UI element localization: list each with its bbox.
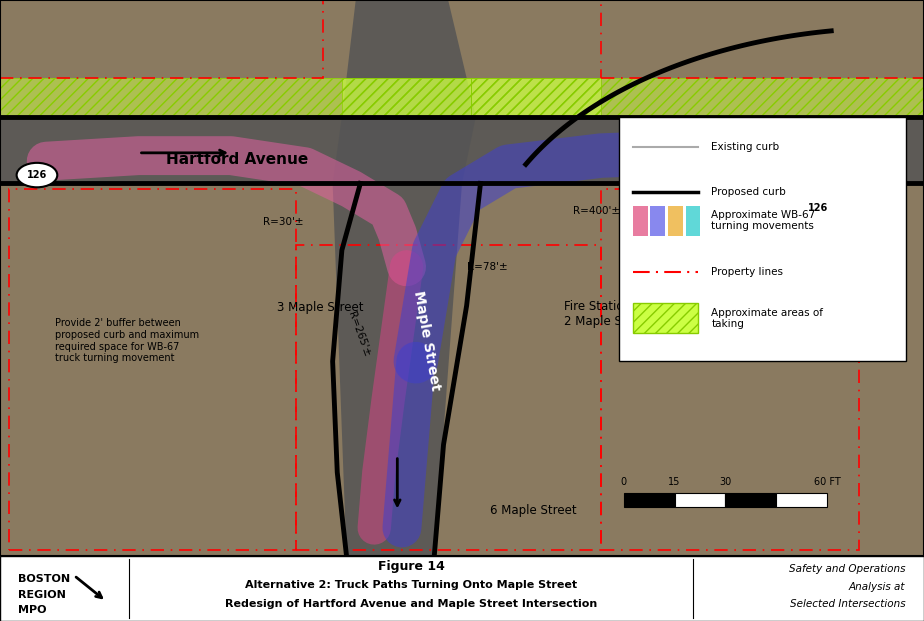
Text: 0: 0 [621, 477, 626, 487]
Text: Property lines: Property lines [711, 267, 784, 277]
Text: 126: 126 [27, 170, 47, 180]
Text: Analysis at: Analysis at [849, 582, 906, 592]
Text: 30: 30 [719, 477, 732, 487]
Text: Hartford Avenue: Hartford Avenue [166, 152, 309, 167]
Polygon shape [0, 117, 924, 183]
Circle shape [17, 163, 57, 188]
Polygon shape [333, 0, 476, 556]
FancyBboxPatch shape [633, 206, 648, 235]
FancyBboxPatch shape [686, 206, 700, 235]
Text: BOSTON: BOSTON [18, 574, 70, 584]
Text: R=30'±: R=30'± [263, 217, 304, 227]
Text: MPO: MPO [18, 605, 47, 615]
FancyBboxPatch shape [619, 117, 906, 361]
Text: Proposed curb: Proposed curb [711, 187, 786, 197]
Circle shape [797, 196, 838, 220]
Text: Approximate WB-67
turning movements: Approximate WB-67 turning movements [711, 210, 816, 232]
Text: R=265'±: R=265'± [346, 310, 372, 358]
Text: Redesign of Hartford Avenue and Maple Street Intersection: Redesign of Hartford Avenue and Maple St… [225, 599, 597, 609]
Text: R=400'±: R=400'± [573, 206, 620, 216]
Text: Alternative 2: Truck Paths Turning Onto Maple Street: Alternative 2: Truck Paths Turning Onto … [245, 581, 578, 591]
Text: REGION: REGION [18, 590, 67, 600]
FancyBboxPatch shape [725, 493, 776, 507]
Text: Existing curb: Existing curb [711, 142, 780, 152]
FancyBboxPatch shape [650, 206, 665, 235]
Text: Fire Station
2 Maple Street: Fire Station 2 Maple Street [564, 300, 650, 328]
Text: Provide 2' buffer between
proposed curb and maximum
required space for WB-67
tru: Provide 2' buffer between proposed curb … [55, 319, 200, 363]
Text: Maple Street: Maple Street [411, 290, 443, 392]
Text: 15: 15 [668, 477, 681, 487]
Text: 126: 126 [808, 204, 828, 214]
Text: Safety and Operations: Safety and Operations [789, 564, 906, 574]
Text: 60 FT: 60 FT [814, 477, 840, 487]
FancyBboxPatch shape [633, 304, 698, 333]
Text: Figure 14: Figure 14 [378, 560, 444, 573]
Text: Approximate areas of
taking: Approximate areas of taking [711, 307, 823, 329]
Text: 3 Maple Street: 3 Maple Street [277, 301, 364, 314]
Polygon shape [471, 78, 601, 117]
FancyBboxPatch shape [776, 493, 827, 507]
FancyBboxPatch shape [668, 206, 683, 235]
Text: Selected Intersections: Selected Intersections [790, 599, 906, 609]
FancyBboxPatch shape [675, 493, 725, 507]
Text: Hartford Avenue: Hartford Avenue [665, 194, 808, 209]
Polygon shape [342, 78, 471, 117]
FancyBboxPatch shape [624, 493, 675, 507]
Text: 6 Maple Street: 6 Maple Street [490, 504, 577, 517]
Text: R=78'±: R=78'± [467, 261, 507, 271]
Polygon shape [0, 78, 924, 117]
